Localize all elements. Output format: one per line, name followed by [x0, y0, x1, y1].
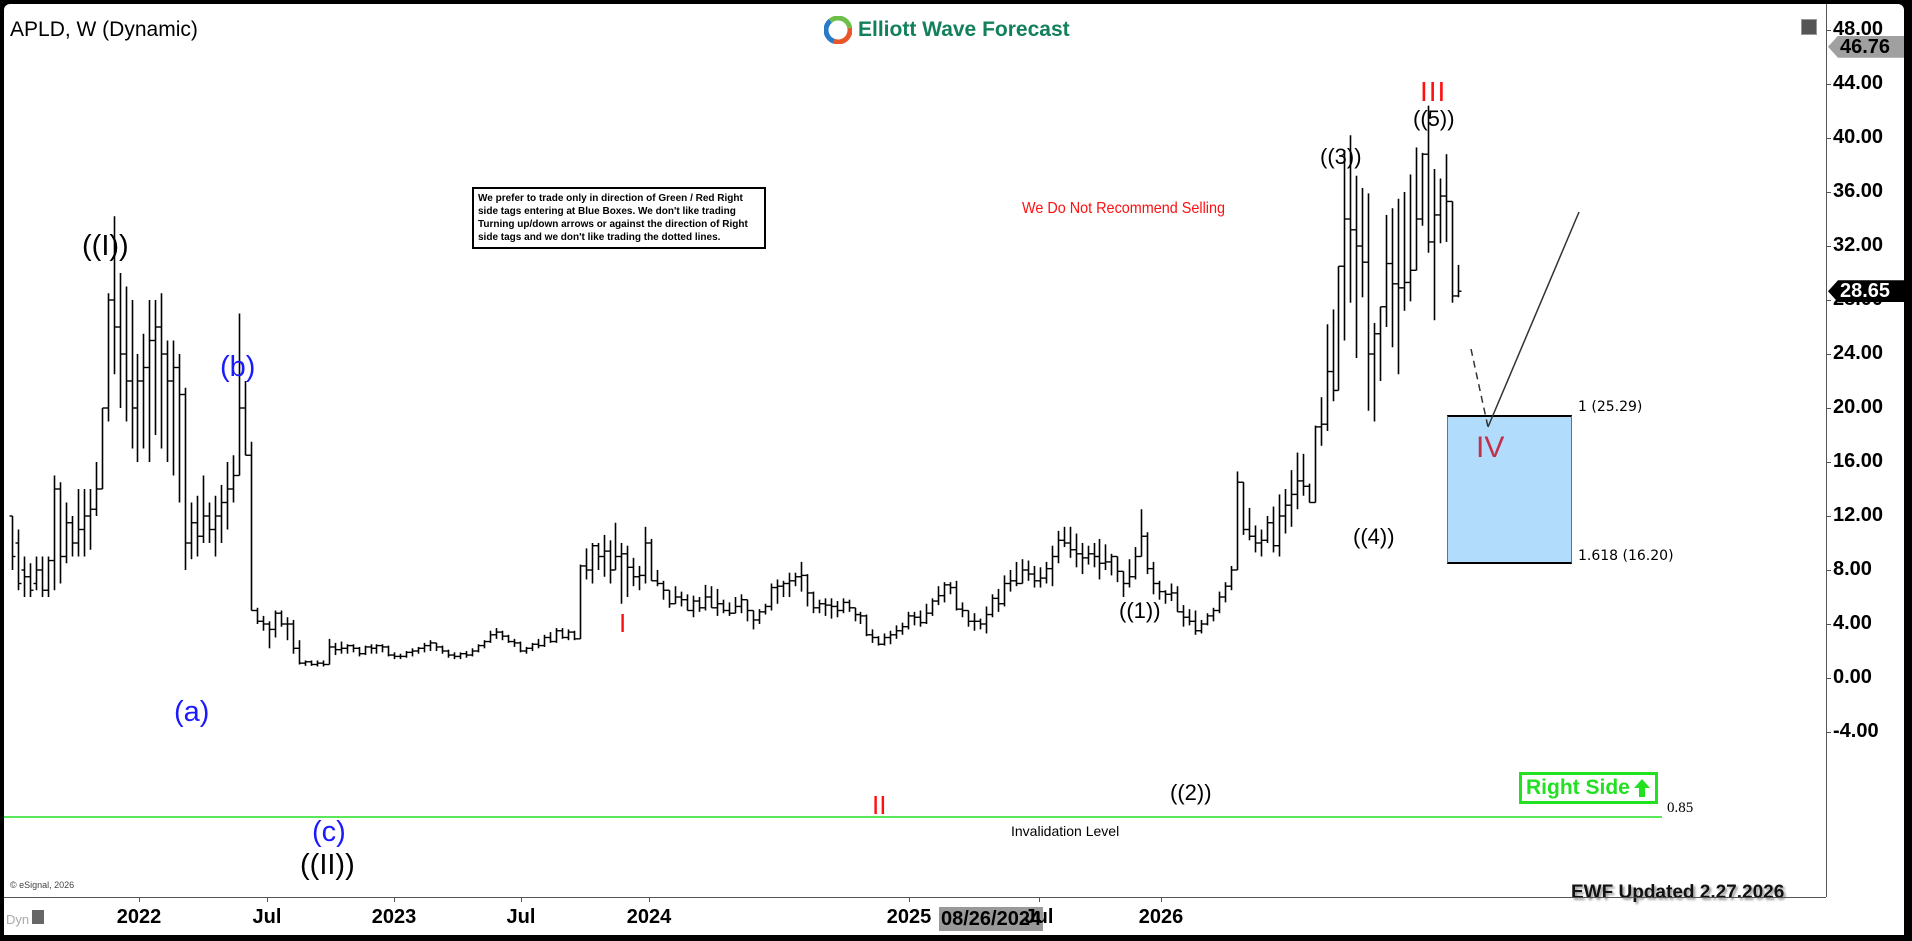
- x-tick-label: Jul: [252, 906, 282, 928]
- y-tick-label: 44.00: [1833, 72, 1884, 94]
- y-tick-label: 8.00: [1833, 558, 1872, 580]
- wave-label-((1)): ((1)): [1119, 598, 1161, 623]
- plot-area[interactable]: APLD, W (Dynamic) Elliott Wave Forecast …: [4, 4, 1826, 903]
- y-axis[interactable]: 48.0044.0040.0036.0032.0028.0024.0020.00…: [1826, 4, 1904, 897]
- wave-label-((4)): ((4)): [1353, 524, 1395, 549]
- x-tick-mark: [1039, 898, 1040, 902]
- wave-label-I: I: [619, 608, 627, 638]
- y-tick-label: 0.00: [1833, 666, 1872, 688]
- y-tick-label: 48.00: [1833, 18, 1884, 40]
- y-tick-mark: [1827, 462, 1831, 463]
- x-tick-mark: [521, 898, 522, 902]
- y-tick-label: -4.00: [1833, 720, 1879, 742]
- logo-text: Elliott Wave Forecast: [858, 18, 1070, 41]
- x-tick-mark: [394, 898, 395, 902]
- high-price-tag: 46.76: [1828, 35, 1904, 58]
- box-bottom-label: 1.618 (16.20): [1578, 548, 1674, 564]
- wave-label-IV: IV: [1476, 431, 1505, 464]
- x-tick-mark: [909, 898, 910, 902]
- chart-window: APLD, W (Dynamic) Elliott Wave Forecast …: [4, 4, 1904, 935]
- wave-label-(a): (a): [174, 696, 210, 728]
- ewf-logo-icon: [824, 16, 852, 44]
- wave-label-III: III: [1420, 76, 1447, 107]
- cursor-date: 08/26/2024: [939, 907, 1044, 931]
- lock-icon[interactable]: [32, 910, 44, 924]
- y-tick-label: 4.00: [1833, 612, 1872, 634]
- y-tick-label: 16.00: [1833, 450, 1884, 472]
- x-tick-label: Jul: [1024, 906, 1054, 928]
- blue-box-zone: [1447, 415, 1572, 564]
- wave-label-((II)): ((II)): [300, 849, 355, 881]
- chart-title: APLD, W (Dynamic): [10, 18, 198, 41]
- copyright: © eSignal, 2026: [10, 880, 75, 890]
- wave-label-((2)): ((2)): [1170, 780, 1212, 805]
- y-tick-mark: [1827, 192, 1831, 193]
- x-tick-mark: [267, 898, 268, 902]
- wave-label-((5)): ((5)): [1413, 106, 1455, 131]
- invalidation-label: Invalidation Level: [1011, 823, 1120, 839]
- y-tick-mark: [1827, 678, 1831, 679]
- price-bars: [9, 105, 1462, 667]
- x-tick-mark: [649, 898, 650, 902]
- y-tick-label: 20.00: [1833, 396, 1884, 418]
- y-tick-label: 40.00: [1833, 126, 1884, 148]
- x-axis[interactable]: Dyn 08/26/2024 2022 Jul 2023 Jul 2024 2025 Jul…: [4, 897, 1826, 935]
- y-tick-label: 24.00: [1833, 342, 1884, 364]
- x-tick-label: 2023: [371, 906, 417, 928]
- y-tick-mark: [1827, 732, 1831, 733]
- logo: Elliott Wave Forecast: [824, 16, 1070, 44]
- y-tick-mark: [1827, 516, 1831, 517]
- y-tick-label: 36.00: [1833, 180, 1884, 202]
- invalidation-value: 0.85: [1667, 800, 1694, 816]
- y-tick-mark: [1827, 624, 1831, 625]
- right-side-label: Right Side: [1526, 776, 1630, 799]
- trading-note: We prefer to trade only in direction of …: [472, 187, 766, 249]
- box-top-label: 1 (25.29): [1578, 399, 1643, 415]
- y-tick-mark: [1827, 246, 1831, 247]
- y-tick-mark: [1827, 300, 1831, 301]
- wave-label-((I)): ((I)): [82, 230, 129, 262]
- x-tick-label: 2026: [1138, 906, 1184, 928]
- wave-label-((3)): ((3)): [1320, 144, 1362, 169]
- x-tick-mark: [139, 898, 140, 902]
- y-tick-mark: [1827, 354, 1831, 355]
- dyn-label: Dyn: [6, 912, 30, 927]
- y-tick-mark: [1827, 570, 1831, 571]
- arrow-up-icon: [1633, 779, 1650, 797]
- y-tick-label: 32.00: [1833, 234, 1884, 256]
- last-price-tag: 28.65: [1828, 280, 1904, 303]
- warning-text: We Do Not Recommend Selling: [1022, 200, 1226, 217]
- y-tick-mark: [1827, 138, 1831, 139]
- x-tick-label: 2022: [116, 906, 162, 928]
- x-tick-label: 2025: [886, 906, 932, 928]
- y-tick-mark: [1827, 408, 1831, 409]
- restore-window-icon[interactable]: [1801, 19, 1817, 35]
- x-tick-mark: [1161, 898, 1162, 902]
- x-tick-label: Jul: [506, 906, 536, 928]
- wave-label-(c): (c): [312, 816, 346, 848]
- wave-label-(b): (b): [220, 351, 256, 383]
- y-tick-mark: [1827, 84, 1831, 85]
- wave-label-II: II: [872, 790, 887, 820]
- y-tick-mark: [1827, 30, 1831, 31]
- right-side-tag: Right Side: [1519, 772, 1658, 804]
- y-tick-label: 12.00: [1833, 504, 1884, 526]
- x-tick-label: 2024: [626, 906, 672, 928]
